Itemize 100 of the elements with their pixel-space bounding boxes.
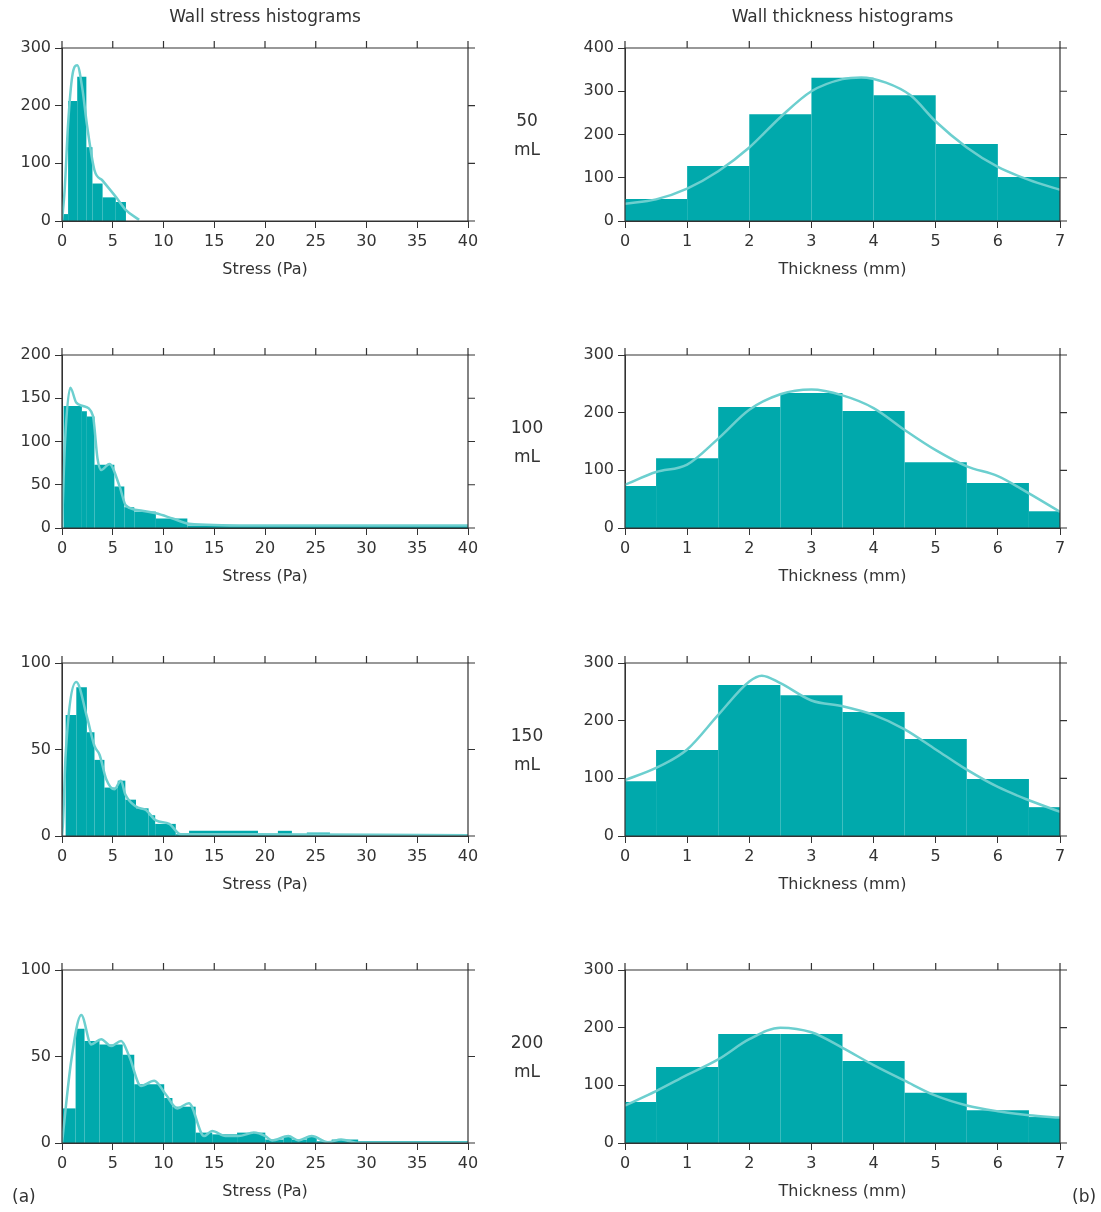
x-tick-label: 30 <box>356 230 377 250</box>
x-tick-label: 3 <box>806 845 817 865</box>
x-axis-title: Stress (Pa) <box>222 258 308 278</box>
x-tick-label: 5 <box>930 845 941 865</box>
y-tick-label: 50 <box>30 1045 51 1065</box>
x-tick-label: 3 <box>806 1152 817 1172</box>
x-tick-label: 35 <box>407 537 428 557</box>
x-tick-label: 40 <box>457 537 479 557</box>
x-axis-title: Stress (Pa) <box>222 565 308 585</box>
x-tick-label: 20 <box>254 230 276 250</box>
text: 50 mL <box>513 108 541 161</box>
x-tick-label: 7 <box>1054 1152 1066 1172</box>
x-axis-title: Stress (Pa) <box>222 1180 308 1200</box>
x-tick-label: 40 <box>457 1152 479 1172</box>
x-tick-label: 2 <box>744 1152 755 1172</box>
x-tick-label: 40 <box>457 230 479 250</box>
x-tick-label: 0 <box>56 230 68 250</box>
x-tick-label: 6 <box>992 845 1003 865</box>
x-tick-label: 5 <box>107 845 118 865</box>
y-tick-label: 200 <box>583 1016 614 1036</box>
y-tick-label: 0 <box>40 1132 51 1152</box>
x-tick-label: 25 <box>305 845 326 865</box>
x-tick-label: 4 <box>868 845 879 865</box>
x-tick-label: 30 <box>356 537 377 557</box>
x-tick-label: 15 <box>204 230 225 250</box>
chart-title: Wall stress histograms <box>168 6 362 26</box>
x-tick-label: 25 <box>305 537 326 557</box>
x-tick-label: 5 <box>107 537 118 557</box>
x-tick-label: 2 <box>744 230 755 250</box>
x-tick-label: 15 <box>204 845 225 865</box>
x-tick-label: 35 <box>407 230 428 250</box>
x-tick-label: 5 <box>930 230 941 250</box>
x-tick-label: 0 <box>56 845 68 865</box>
x-axis-title: Thickness (mm) <box>777 258 907 278</box>
y-tick-label: 0 <box>40 517 51 537</box>
x-tick-label: 1 <box>682 230 693 250</box>
x-tick-label: 35 <box>407 845 428 865</box>
x-tick-label: 20 <box>254 1152 276 1172</box>
y-tick-label: 200 <box>20 94 51 114</box>
x-tick-label: 7 <box>1054 230 1066 250</box>
y-tick-label: 100 <box>583 767 614 787</box>
y-tick-label: 200 <box>20 344 51 364</box>
x-tick-label: 1 <box>682 845 693 865</box>
x-tick-label: 4 <box>868 537 879 557</box>
y-tick-label: 50 <box>30 473 51 493</box>
y-tick-label: 100 <box>20 152 51 172</box>
x-tick-label: 1 <box>682 537 693 557</box>
x-tick-label: 30 <box>356 845 377 865</box>
y-tick-label: 300 <box>583 959 614 979</box>
x-axis-title: Thickness (mm) <box>777 565 907 585</box>
x-tick-label: 5 <box>930 1152 941 1172</box>
text: 100 mL <box>509 415 545 468</box>
x-tick-label: 0 <box>619 537 631 557</box>
chart-title: Wall thickness histograms <box>730 6 955 26</box>
x-tick-label: 0 <box>619 845 631 865</box>
x-tick-label: 10 <box>153 230 174 250</box>
x-tick-label: 7 <box>1054 537 1066 557</box>
x-tick-label: 0 <box>619 230 631 250</box>
x-tick-label: 35 <box>407 1152 428 1172</box>
y-tick-label: 0 <box>603 210 614 230</box>
x-tick-label: 10 <box>153 845 174 865</box>
y-tick-label: 100 <box>583 459 614 479</box>
y-tick-label: 0 <box>603 1132 614 1152</box>
y-tick-label: 150 <box>20 387 51 407</box>
x-tick-label: 40 <box>457 845 479 865</box>
y-tick-label: 300 <box>583 80 614 100</box>
text: 200 mL <box>509 1030 545 1083</box>
y-tick-label: 100 <box>20 959 51 979</box>
x-axis-title: Thickness (mm) <box>777 873 907 893</box>
y-tick-label: 100 <box>583 166 614 186</box>
x-tick-label: 7 <box>1054 845 1066 865</box>
x-tick-label: 2 <box>744 845 755 865</box>
x-tick-label: 20 <box>254 845 276 865</box>
y-tick-label: 100 <box>20 652 51 672</box>
x-tick-label: 2 <box>744 537 755 557</box>
x-tick-label: 6 <box>992 230 1003 250</box>
y-tick-label: 200 <box>583 123 614 143</box>
y-tick-label: 0 <box>603 825 614 845</box>
y-tick-label: 100 <box>20 430 51 450</box>
x-tick-label: 0 <box>619 1152 631 1172</box>
x-tick-label: 6 <box>992 1152 1003 1172</box>
y-tick-label: 200 <box>583 401 614 421</box>
text: (b) <box>1072 1186 1097 1206</box>
x-tick-label: 5 <box>107 230 118 250</box>
x-tick-label: 25 <box>305 230 326 250</box>
y-tick-label: 0 <box>40 825 51 845</box>
x-tick-label: 3 <box>806 537 817 557</box>
x-tick-label: 5 <box>107 1152 118 1172</box>
y-tick-label: 100 <box>583 1074 614 1094</box>
text: (a) <box>12 1186 36 1206</box>
x-tick-label: 3 <box>806 230 817 250</box>
x-tick-label: 0 <box>56 537 68 557</box>
x-tick-label: 6 <box>992 537 1003 557</box>
x-tick-label: 25 <box>305 1152 326 1172</box>
x-tick-label: 15 <box>204 537 225 557</box>
y-tick-label: 200 <box>583 709 614 729</box>
x-axis-title: Thickness (mm) <box>777 1180 907 1200</box>
x-tick-label: 15 <box>204 1152 225 1172</box>
y-tick-label: 300 <box>583 652 614 672</box>
x-tick-label: 4 <box>868 230 879 250</box>
